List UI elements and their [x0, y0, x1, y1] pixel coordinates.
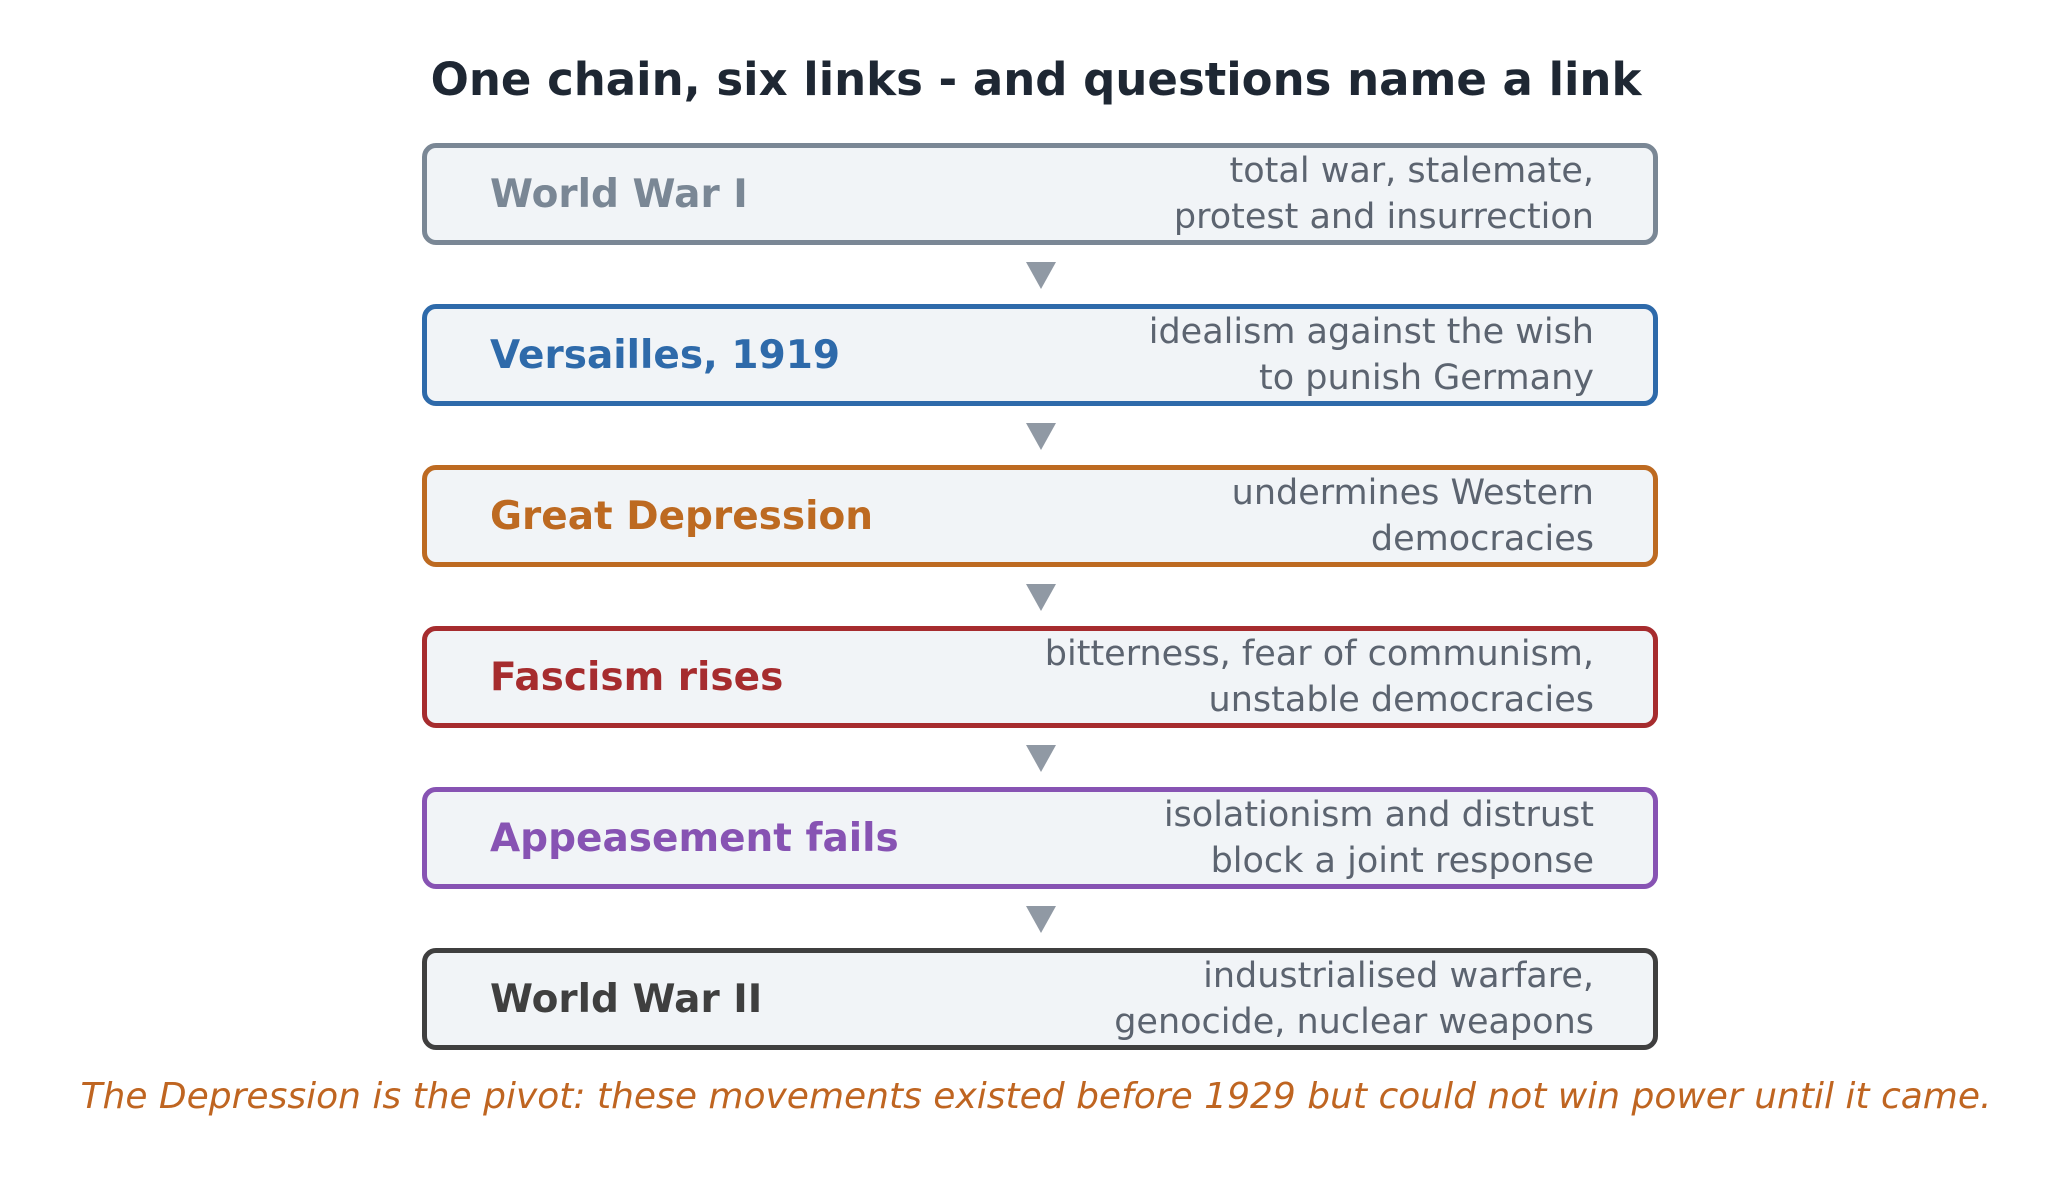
link-box-appeasement-fails: Appeasement fails isolationism and distr… — [422, 787, 1658, 889]
link-box-fascism-rises: Fascism rises bitterness, fear of commun… — [422, 626, 1658, 728]
link-box-versailles: Versailles, 1919 idealism against the wi… — [422, 304, 1658, 406]
down-arrow-icon — [1026, 745, 1056, 772]
link-label: Great Depression — [490, 493, 874, 539]
link-box-great-depression: Great Depression undermines Western demo… — [422, 465, 1658, 567]
link-description: undermines Western democracies — [1231, 473, 1594, 559]
down-arrow-icon — [1026, 584, 1056, 611]
link-box-world-war-1: World War I total war, stalemate, protes… — [422, 143, 1658, 245]
link-label: Fascism rises — [490, 654, 784, 700]
link-description: idealism against the wish to punish Germ… — [1148, 312, 1594, 398]
link-description: isolationism and distrust block a joint … — [1163, 795, 1594, 881]
link-label: Appeasement fails — [490, 815, 899, 861]
link-label: Versailles, 1919 — [490, 332, 840, 378]
down-arrow-icon — [1026, 423, 1056, 450]
link-box-world-war-2: World War II industrialised warfare, gen… — [422, 948, 1658, 1050]
link-label: World War II — [490, 976, 763, 1022]
down-arrow-icon — [1026, 262, 1056, 289]
link-description: industrialised warfare, genocide, nuclea… — [1114, 956, 1594, 1042]
diagram-title: One chain, six links - and questions nam… — [430, 53, 1642, 106]
down-arrow-icon — [1026, 906, 1056, 933]
footer-note: The Depression is the pivot: these movem… — [80, 1076, 1992, 1117]
link-label: World War I — [490, 171, 748, 217]
link-description: bitterness, fear of communism, unstable … — [1044, 634, 1594, 720]
link-description: total war, stalemate, protest and insurr… — [1173, 151, 1594, 237]
